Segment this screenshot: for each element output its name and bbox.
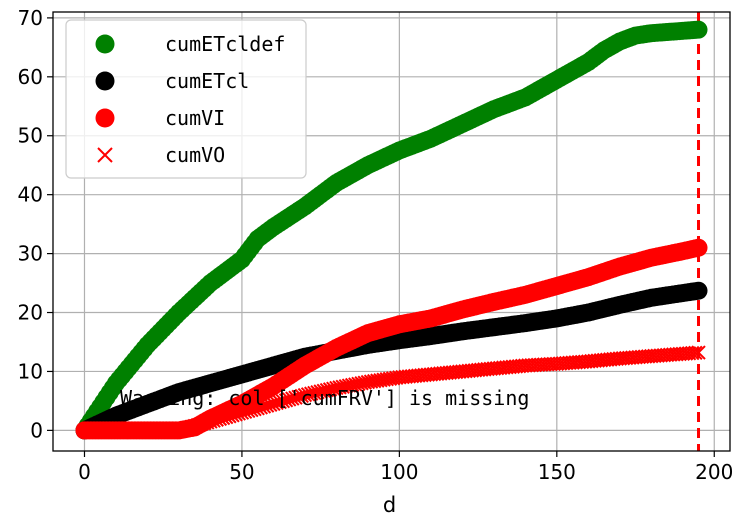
data-point	[685, 345, 700, 361]
data-point	[689, 238, 708, 257]
data-point	[688, 345, 703, 361]
x-tick-label: 0	[78, 460, 91, 484]
legend: cumETcldef cumETcl cumVI cumVO	[65, 19, 307, 179]
y-tick-label: 0	[30, 418, 43, 442]
y-tick-label: 10	[18, 359, 43, 383]
legend-label: cumETcldef	[165, 32, 285, 56]
legend-marker	[95, 71, 115, 91]
data-point	[691, 345, 706, 360]
legend-box	[65, 19, 307, 179]
legend-label: cumVI	[165, 106, 225, 130]
y-tick-label: 60	[18, 65, 43, 89]
x-axis-label: d	[383, 493, 396, 517]
warning-annotation: Warning: col ['cumFRV'] is missing	[120, 386, 529, 410]
data-point	[689, 20, 708, 39]
tick-labels: 0 50 100 150 200 0 10 20 30 40 50 60 70	[18, 6, 734, 484]
legend-marker	[95, 108, 115, 128]
legend-marker	[95, 34, 115, 54]
x-tick-label: 50	[229, 460, 254, 484]
series-layer	[75, 20, 708, 440]
y-tick-label: 20	[18, 301, 43, 325]
y-tick-label: 40	[18, 183, 43, 207]
legend-label: cumVO	[165, 143, 225, 167]
y-tick-label: 30	[18, 242, 43, 266]
legend-marker	[97, 147, 113, 163]
series-cumVO	[77, 345, 706, 438]
x-tick-label: 200	[695, 460, 733, 484]
series-cumETcldef	[75, 20, 708, 440]
x-tick-label: 150	[538, 460, 576, 484]
legend-label: cumETcl	[165, 69, 249, 93]
plot-frame	[52, 11, 731, 452]
x-tick-label: 100	[380, 460, 418, 484]
y-tick-label: 70	[18, 6, 43, 30]
y-tick-label: 50	[18, 124, 43, 148]
data-point	[689, 281, 708, 300]
